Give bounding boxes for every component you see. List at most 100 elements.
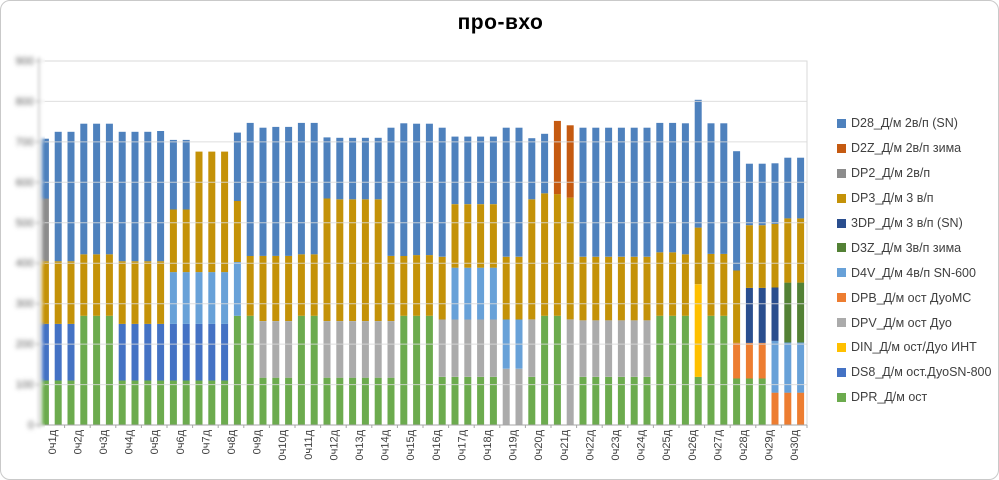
chart-title: про-вхо bbox=[457, 11, 544, 34]
bar-segment-DP3 bbox=[93, 254, 101, 316]
bar-segment-DPR bbox=[131, 380, 139, 425]
bar-segment-DPV bbox=[477, 319, 485, 377]
legend-item-DP2[interactable]: DP2_Д/м 2в/п bbox=[837, 161, 991, 186]
bar-segment-DPR bbox=[54, 380, 62, 425]
bar-segment-DPR bbox=[579, 376, 587, 425]
legend-item-DPB[interactable]: DPB_Д/м ост ДуоМС bbox=[837, 285, 991, 310]
legend-label: D4V_Д/м 4в/п SN-600 bbox=[851, 265, 976, 280]
bar-segment-D4V bbox=[489, 267, 497, 320]
bar-segment-DPR bbox=[144, 380, 152, 425]
x-axis-label: 0ч10д bbox=[277, 429, 289, 460]
bar-segment-DP2 bbox=[41, 198, 49, 262]
bar-segment-DPR bbox=[425, 315, 433, 425]
bar-segment-DPR bbox=[349, 377, 357, 425]
bar-segment-D28 bbox=[720, 123, 728, 254]
x-axis-label: 0ч23д bbox=[610, 429, 622, 460]
x-axis-label: 0ч27д bbox=[712, 429, 724, 460]
bar-segment-DPV bbox=[336, 321, 344, 378]
bar-segment-D28 bbox=[272, 126, 280, 256]
bar-segment-D28 bbox=[515, 127, 523, 257]
bar-segment-D4V bbox=[451, 267, 459, 320]
bar-segment-D28 bbox=[374, 137, 382, 200]
bar-segment-D28 bbox=[310, 122, 318, 255]
bar-segment-DPV bbox=[451, 319, 459, 377]
bar-segment-DPR bbox=[656, 315, 664, 425]
bar-segment-DP3 bbox=[118, 261, 126, 324]
legend-label: DS8_Д/м ост.ДуоSN-800 bbox=[851, 365, 992, 380]
x-axis-label: 0ч9д bbox=[252, 429, 264, 454]
legend-label: D3Z_Д/м 3в/п зима bbox=[851, 240, 962, 255]
x-axis-label: 0ч29д bbox=[764, 429, 776, 460]
bar-segment-DPR bbox=[553, 315, 561, 425]
bar-segment-DP3 bbox=[387, 255, 395, 321]
bar-segment-DPR bbox=[707, 315, 715, 425]
x-axis-label: 0ч8д bbox=[226, 429, 238, 454]
bar-segment-DPR bbox=[733, 378, 741, 425]
bar-segment-D28 bbox=[797, 157, 805, 219]
bar-segment-DPV bbox=[643, 320, 651, 377]
bar-segment-D28 bbox=[617, 127, 625, 257]
bar-segment-D28 bbox=[605, 127, 613, 257]
legend-swatch bbox=[837, 193, 846, 203]
bar-segment-DPR bbox=[105, 315, 113, 425]
bar-segment-DP3 bbox=[208, 151, 216, 273]
bar-segment-DP3 bbox=[528, 199, 536, 320]
bar-segment-D28 bbox=[745, 163, 753, 226]
bar-segment-DPR bbox=[438, 376, 446, 425]
bar-segment-D28 bbox=[105, 123, 113, 255]
bar-segment-D4V bbox=[221, 272, 229, 324]
bar-segment-DPR bbox=[374, 377, 382, 425]
bar-segment-DPB bbox=[733, 342, 741, 379]
legend-item-DPR[interactable]: DPR_Д/м ост bbox=[837, 385, 991, 410]
bar-segment-D28 bbox=[541, 133, 549, 194]
legend-label: D2Z_Д/м 2в/п зима bbox=[851, 141, 962, 156]
legend-swatch bbox=[837, 318, 846, 328]
bar-segment-D28 bbox=[323, 137, 331, 199]
x-axis-label: 0ч15д bbox=[405, 429, 417, 460]
bar-segment-DP3 bbox=[745, 225, 753, 288]
legend-item-D4V[interactable]: D4V_Д/м 4в/п SN-600 bbox=[837, 260, 991, 285]
bar-segment-DP3 bbox=[361, 199, 369, 321]
legend-item-D3Z[interactable]: D3Z_Д/м 3в/п зима bbox=[837, 235, 991, 260]
bar-segment-D28 bbox=[285, 126, 293, 256]
legend-item-D2Z[interactable]: D2Z_Д/м 2в/п зима bbox=[837, 136, 991, 161]
legend-swatch bbox=[837, 342, 846, 352]
legend-item-D28[interactable]: D28_Д/м 2в/п (SN) bbox=[837, 111, 991, 136]
legend-item-DP3[interactable]: DP3_Д/м 3 в/п bbox=[837, 186, 991, 211]
x-axis-label: 0ч6д bbox=[175, 429, 187, 454]
bar-segment-DPR bbox=[246, 315, 254, 425]
x-axis-label: 0ч26д bbox=[687, 429, 699, 460]
bar-segment-D2Z bbox=[566, 125, 574, 198]
bar-segment-D28 bbox=[361, 137, 369, 200]
legend-item-DIN[interactable]: DIN_Д/м ост/Дуо ИНТ bbox=[837, 335, 991, 360]
chart-legend: D28_Д/м 2в/п (SN) D2Z_Д/м 2в/п зима DP2_Д/… bbox=[837, 111, 991, 410]
legend-item-3DP[interactable]: 3DP_Д/м 3 в/п (SN) bbox=[837, 211, 991, 236]
y-axis-label-redacted: 600 bbox=[16, 177, 34, 189]
bar-segment-DPR bbox=[477, 376, 485, 425]
legend-item-DS8[interactable]: DS8_Д/м ост.ДуоSN-800 bbox=[837, 360, 991, 385]
bar-segment-DPV bbox=[515, 368, 523, 425]
bar-segment-DP3 bbox=[144, 261, 152, 324]
legend-label: DPB_Д/м ост ДуоМС bbox=[851, 290, 972, 305]
bar-segment-DP3 bbox=[515, 256, 523, 320]
bar-segment-D28 bbox=[707, 123, 715, 254]
legend-item-DPV[interactable]: DPV_Д/м ост Дуо bbox=[837, 310, 991, 335]
x-axis-label: 0ч4д bbox=[124, 429, 136, 454]
bar-segment-DPR bbox=[694, 376, 702, 425]
legend-label: DP3_Д/м 3 в/п bbox=[851, 191, 934, 206]
bar-segment-DP3 bbox=[157, 261, 165, 324]
x-axis-label: 0ч13д bbox=[354, 429, 366, 460]
bar-segment-DPR bbox=[681, 315, 689, 425]
legend-swatch bbox=[837, 243, 846, 253]
bar-segment-DPR bbox=[541, 315, 549, 425]
bar-segment-DPR bbox=[387, 377, 395, 425]
bar-segment-D4V bbox=[784, 342, 792, 393]
bar-segment-DS8 bbox=[144, 323, 152, 381]
bar-segment-DP3 bbox=[246, 255, 254, 316]
bar-segment-D28 bbox=[579, 127, 587, 257]
bar-segment-DP3 bbox=[592, 256, 600, 321]
bar-segment-D28 bbox=[246, 122, 254, 257]
bar-segment-DPR bbox=[617, 376, 625, 425]
